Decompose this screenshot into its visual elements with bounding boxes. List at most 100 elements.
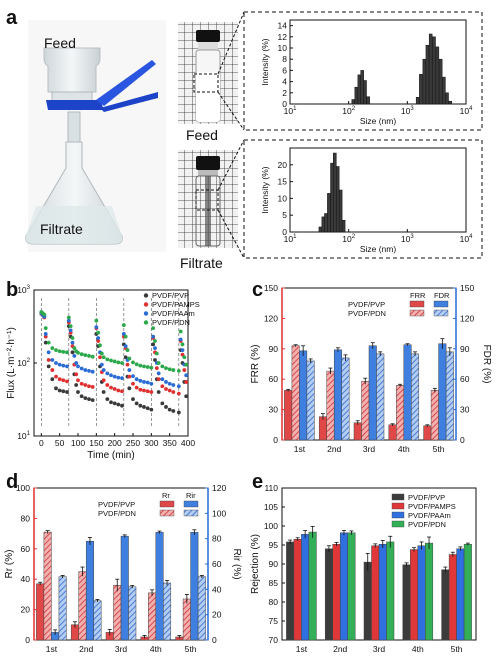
data-point: [65, 390, 69, 394]
feed-zoom-box: [193, 73, 219, 93]
x-tick-label: 350: [163, 438, 177, 448]
x-tick-label: 102: [342, 234, 355, 244]
bar: [324, 548, 333, 641]
x-tick-label: 3rd: [373, 644, 386, 654]
x-tick-label: 1st: [296, 644, 308, 654]
data-point: [65, 350, 69, 355]
bar: [306, 360, 315, 441]
bar: [376, 353, 385, 441]
data-point: [138, 363, 143, 368]
y-left-tick-label: 80: [21, 513, 31, 523]
filtrate-dls-chart: 101 102 103 104 0 5 10 15 20 Size (nm) Intensity (…: [260, 147, 473, 254]
legend-label: PVDF/PDN: [348, 309, 386, 318]
feed-connector-bottom: [217, 91, 245, 131]
bar: [36, 583, 45, 641]
data-point: [176, 391, 181, 396]
histogram-bar: [363, 80, 367, 105]
y-right-tick-label: 60: [212, 559, 222, 569]
y-left-tick-label: 40: [21, 574, 31, 584]
legend-label: PVDF/PDN: [152, 318, 190, 327]
data-point: [61, 363, 66, 368]
data-point: [151, 334, 156, 339]
data-point: [153, 339, 157, 343]
bar: [456, 548, 465, 641]
bar: [410, 549, 419, 641]
bar: [43, 531, 52, 641]
data-point: [74, 372, 79, 377]
legend-swatch: [409, 309, 425, 317]
bar: [353, 422, 362, 441]
data-point: [167, 407, 172, 412]
filtration-apparatus-photo: [25, 20, 166, 252]
bar: [163, 582, 172, 641]
histogram-bar: [357, 74, 362, 105]
data-point: [171, 383, 176, 387]
data-point: [149, 365, 154, 370]
data-point: [46, 358, 51, 362]
data-point: [94, 325, 99, 330]
x-tick-label: 50: [55, 438, 65, 448]
x-tick-label: 5th: [433, 444, 445, 454]
y-tick-label: 90: [269, 559, 279, 569]
legend-head: Rir: [186, 491, 196, 500]
data-point: [83, 383, 88, 387]
data-point: [178, 329, 183, 334]
y-tick-label: 75: [269, 616, 279, 626]
legend-swatch: [183, 500, 199, 508]
y-left-tick-label: 120: [264, 313, 278, 323]
y-right-tick-label: 20: [212, 610, 222, 620]
data-point: [164, 405, 168, 409]
data-point: [79, 381, 84, 386]
legend-marker: [143, 320, 149, 325]
data-point: [184, 394, 189, 399]
bar: [339, 532, 348, 641]
data-point: [70, 350, 75, 355]
data-point: [72, 354, 77, 358]
bar: [341, 357, 350, 441]
x-tick-label: 103: [401, 106, 414, 116]
y-left-tick-label: 20: [21, 605, 31, 615]
filtrate-zoom-box: [195, 189, 219, 211]
data-point: [134, 385, 139, 390]
legend-swatch: [159, 509, 175, 517]
y-right-axis-label: FDR (%): [481, 345, 492, 384]
data-point: [57, 388, 62, 393]
y-axis-label: Intensity (%): [260, 38, 270, 85]
data-point: [90, 369, 95, 374]
feed-vial-photo: [178, 22, 238, 124]
bar: [85, 540, 94, 641]
legend-swatch: [433, 300, 449, 308]
y-left-axis-label: Rr (%): [4, 550, 15, 579]
x-tick-label: 5th: [185, 644, 197, 654]
data-point: [120, 361, 124, 365]
y-tick-label: 0: [282, 99, 287, 109]
data-point: [96, 330, 101, 335]
histogram-bar: [422, 58, 427, 105]
histogram-bar: [448, 100, 453, 105]
data-point: [154, 366, 159, 371]
bar: [423, 425, 432, 441]
x-tick-label: 103: [401, 234, 414, 244]
data-point: [160, 364, 165, 369]
data-point: [87, 368, 91, 373]
histogram-bar: [330, 162, 334, 233]
histogram-bar: [318, 226, 323, 233]
histogram-bar: [335, 166, 340, 233]
data-point: [65, 379, 69, 384]
data-point: [134, 362, 139, 367]
data-point: [83, 396, 88, 401]
legend-swatch: [391, 493, 405, 501]
y-right-tick-label: 40: [212, 584, 222, 594]
data-point: [153, 358, 157, 362]
y-left-tick-label: 150: [264, 283, 278, 293]
bar: [378, 543, 387, 641]
x-tick-label: 101: [284, 106, 297, 116]
data-point: [90, 398, 95, 403]
bar: [386, 541, 395, 641]
feed-connector-top: [217, 11, 245, 75]
filtrate-dls-frame: [243, 139, 483, 259]
data-point: [101, 355, 106, 360]
legend-head: FDR: [434, 291, 450, 300]
filtrate-photo-label: Filtrate: [40, 221, 83, 237]
data-point: [109, 358, 113, 363]
